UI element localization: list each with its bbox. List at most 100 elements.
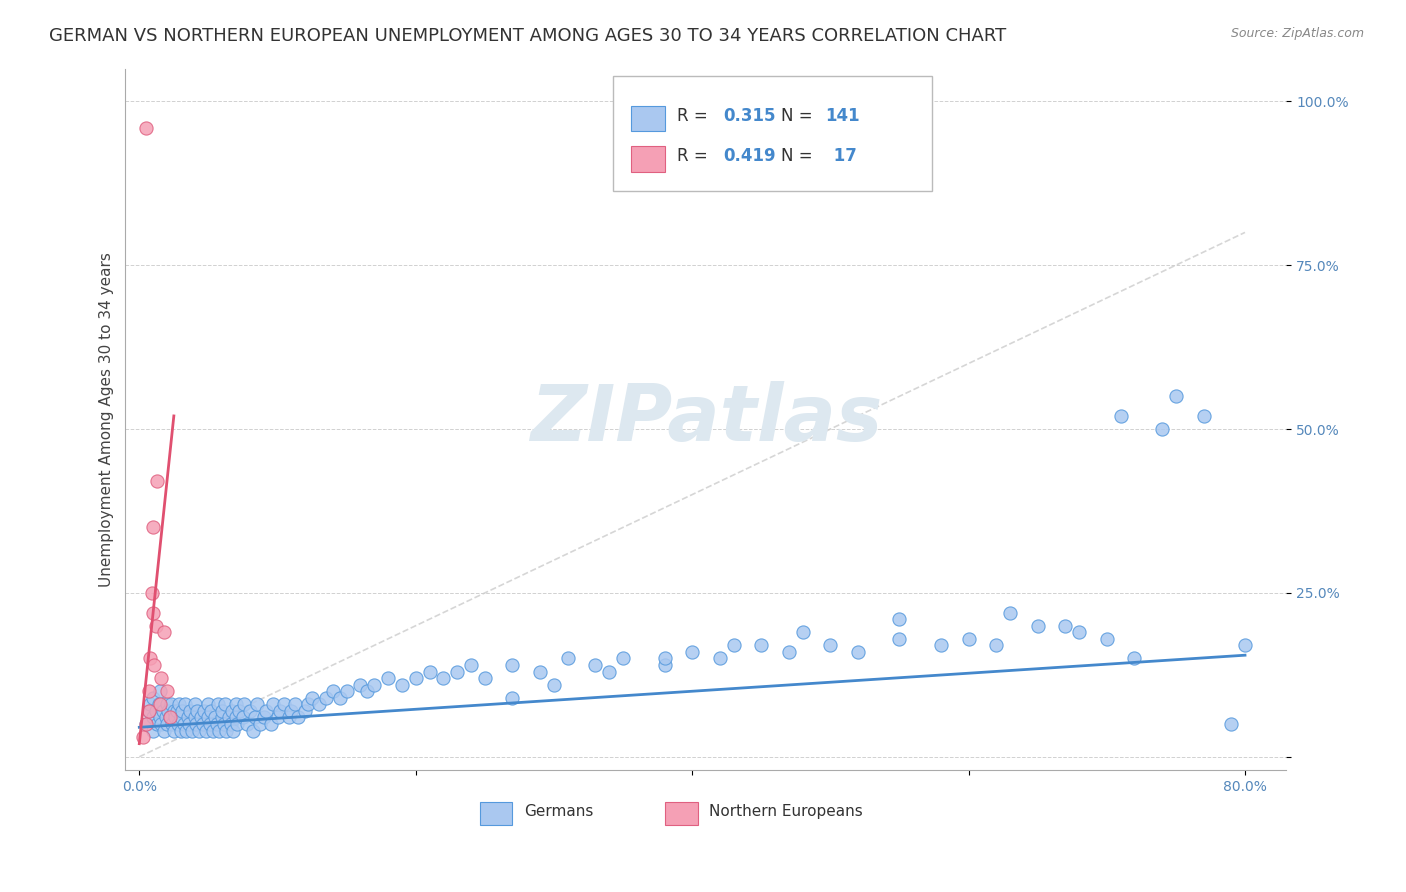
Point (297, 698, 319, 712)
Point (232, 710, 254, 724)
Point (194, 723, 217, 738)
Text: R =: R = (676, 147, 713, 165)
Point (273, 698, 295, 712)
Point (749, 638, 772, 652)
Point (929, 638, 952, 652)
Point (233, 698, 256, 712)
Point (998, 606, 1021, 620)
Text: 0.419: 0.419 (723, 147, 776, 165)
Point (778, 645, 800, 659)
Point (349, 678, 371, 692)
Point (681, 645, 703, 659)
FancyBboxPatch shape (613, 76, 932, 191)
Point (957, 632, 980, 646)
Point (1192, 409, 1215, 423)
Point (363, 678, 385, 692)
Point (180, 723, 202, 738)
Point (287, 710, 309, 724)
Point (201, 723, 224, 738)
Point (204, 710, 226, 724)
Point (152, 704, 174, 718)
Point (239, 704, 262, 718)
Point (174, 723, 197, 738)
Point (543, 678, 565, 692)
Point (284, 698, 307, 712)
Point (169, 698, 191, 712)
Point (820, 638, 842, 652)
Point (173, 717, 195, 731)
Point (170, 723, 193, 738)
Point (598, 665, 620, 679)
Point (654, 658, 676, 673)
Point (225, 710, 247, 724)
Point (149, 698, 172, 712)
Point (193, 704, 215, 718)
Point (135, 120, 157, 135)
Text: 0.315: 0.315 (723, 106, 776, 125)
Point (162, 717, 184, 731)
Point (391, 678, 413, 692)
Point (197, 698, 219, 712)
Point (153, 723, 176, 738)
Point (148, 698, 170, 712)
Point (143, 658, 166, 673)
Point (219, 717, 242, 731)
Point (138, 704, 160, 718)
Y-axis label: Unemployment Among Ages 30 to 34 years: Unemployment Among Ages 30 to 34 years (100, 252, 114, 587)
Point (135, 717, 157, 731)
Point (179, 704, 201, 718)
Point (149, 710, 172, 724)
Point (222, 723, 245, 738)
Point (174, 698, 197, 712)
Point (889, 612, 911, 626)
Point (225, 698, 247, 712)
Point (846, 645, 869, 659)
Point (153, 625, 176, 640)
Point (186, 704, 208, 718)
Point (501, 658, 523, 673)
Point (156, 717, 179, 731)
Point (145, 704, 167, 718)
Point (294, 704, 316, 718)
Point (165, 710, 187, 724)
Point (226, 717, 249, 731)
Text: Source: ZipAtlas.com: Source: ZipAtlas.com (1230, 27, 1364, 40)
Point (1152, 422, 1174, 436)
Point (1233, 638, 1256, 652)
Point (1123, 651, 1146, 665)
Point (1164, 389, 1187, 403)
Point (163, 723, 186, 738)
Point (329, 690, 352, 705)
Point (218, 710, 240, 724)
Point (269, 704, 291, 718)
Point (172, 704, 194, 718)
Point (159, 710, 181, 724)
Point (205, 717, 228, 731)
Point (654, 651, 676, 665)
Point (336, 684, 359, 698)
Point (176, 710, 198, 724)
Point (212, 717, 235, 731)
Point (262, 698, 284, 712)
Point (419, 665, 441, 679)
Point (792, 625, 814, 640)
Point (184, 717, 207, 731)
Point (1054, 618, 1077, 632)
Point (156, 698, 179, 712)
Point (446, 665, 468, 679)
Point (208, 723, 231, 738)
Text: Germans: Germans (523, 805, 593, 820)
Point (149, 684, 172, 698)
Point (259, 717, 281, 731)
Point (191, 717, 214, 731)
Point (197, 710, 219, 724)
Point (1109, 409, 1132, 423)
Point (215, 723, 238, 738)
Point (557, 651, 579, 665)
Text: GERMAN VS NORTHERN EUROPEAN UNEMPLOYMENT AMONG AGES 30 TO 34 YEARS CORRELATION C: GERMAN VS NORTHERN EUROPEAN UNEMPLOYMENT… (49, 27, 1007, 45)
Point (141, 586, 163, 600)
Point (166, 704, 188, 718)
Point (221, 704, 243, 718)
Point (280, 704, 302, 718)
Point (277, 710, 299, 724)
